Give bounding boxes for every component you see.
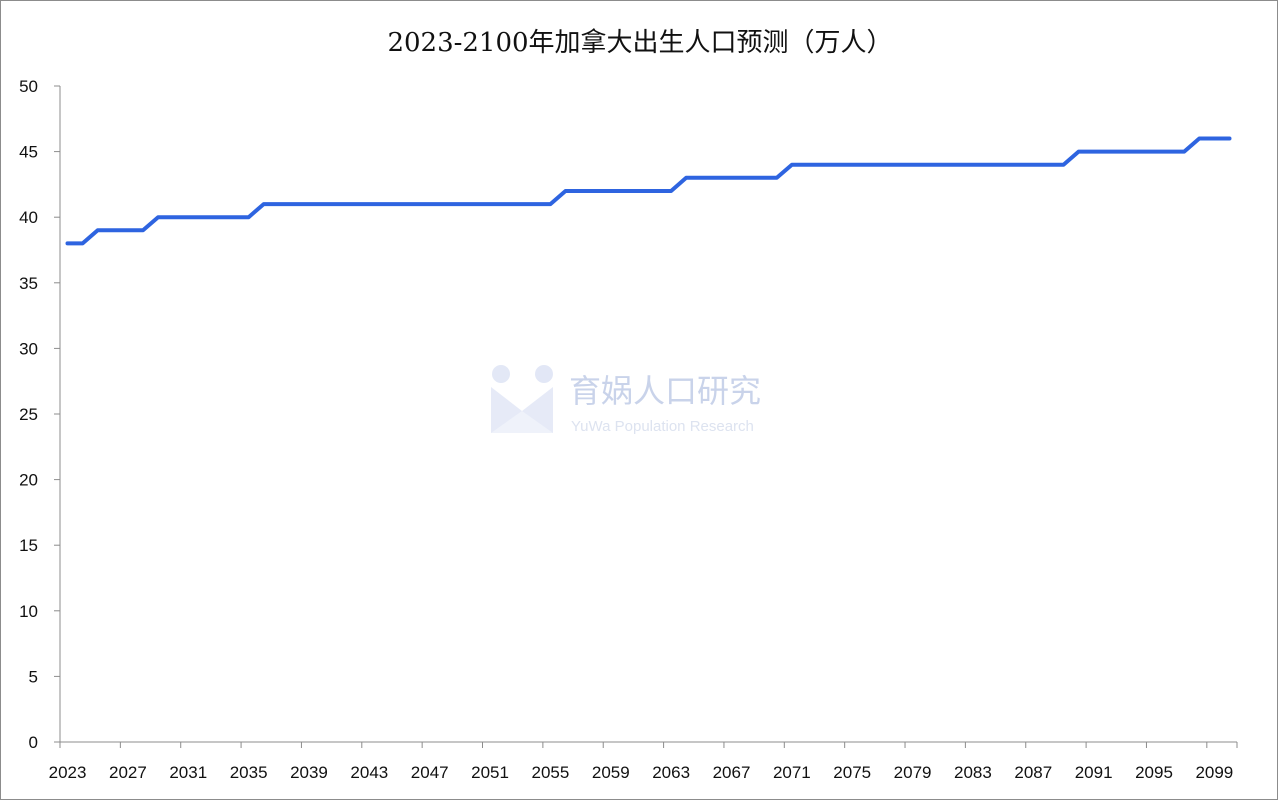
y-tick-label: 35 xyxy=(19,274,38,293)
y-tick-label: 45 xyxy=(19,143,38,162)
x-tick-label: 2091 xyxy=(1075,763,1113,782)
x-tick-label: 2039 xyxy=(290,763,328,782)
x-tick-label: 2063 xyxy=(652,763,690,782)
x-tick-label: 2067 xyxy=(713,763,751,782)
x-tick-label: 2095 xyxy=(1135,763,1173,782)
y-tick-label: 50 xyxy=(19,77,38,96)
y-tick-label: 30 xyxy=(19,339,38,358)
watermark: 育娲人口研究 YuWa Population Research xyxy=(491,365,761,435)
x-tick-label: 2055 xyxy=(532,763,570,782)
series-line xyxy=(65,136,1232,246)
x-tick-label: 2031 xyxy=(169,763,207,782)
y-tick-label: 40 xyxy=(19,208,38,227)
x-tick-label: 2051 xyxy=(471,763,509,782)
y-tick-label: 15 xyxy=(19,536,38,555)
y-tick-label: 5 xyxy=(29,667,38,686)
y-tick-label: 25 xyxy=(19,405,38,424)
x-tick-label: 2071 xyxy=(773,763,811,782)
x-tick-label: 2075 xyxy=(833,763,871,782)
x-tick-label: 2035 xyxy=(230,763,268,782)
x-tick-label: 2099 xyxy=(1195,763,1233,782)
watermark-logo-icon xyxy=(491,365,553,433)
watermark-subtext: YuWa Population Research xyxy=(571,418,754,435)
x-tick-label: 2027 xyxy=(109,763,147,782)
x-tick-label: 2083 xyxy=(954,763,992,782)
x-tick-label: 2043 xyxy=(350,763,388,782)
y-tick-label: 0 xyxy=(29,733,38,752)
y-tick-label: 10 xyxy=(19,602,38,621)
x-tick-label: 2087 xyxy=(1014,763,1052,782)
x-tick-label: 2079 xyxy=(894,763,932,782)
x-tick-label: 2059 xyxy=(592,763,630,782)
x-tick-label: 2023 xyxy=(49,763,87,782)
y-tick-label: 20 xyxy=(19,471,38,490)
x-tick-label: 2047 xyxy=(411,763,449,782)
chart-title: 2023-2100年加拿大出生人口预测（万人） xyxy=(387,28,893,58)
watermark-text: 育娲人口研究 xyxy=(569,372,761,410)
